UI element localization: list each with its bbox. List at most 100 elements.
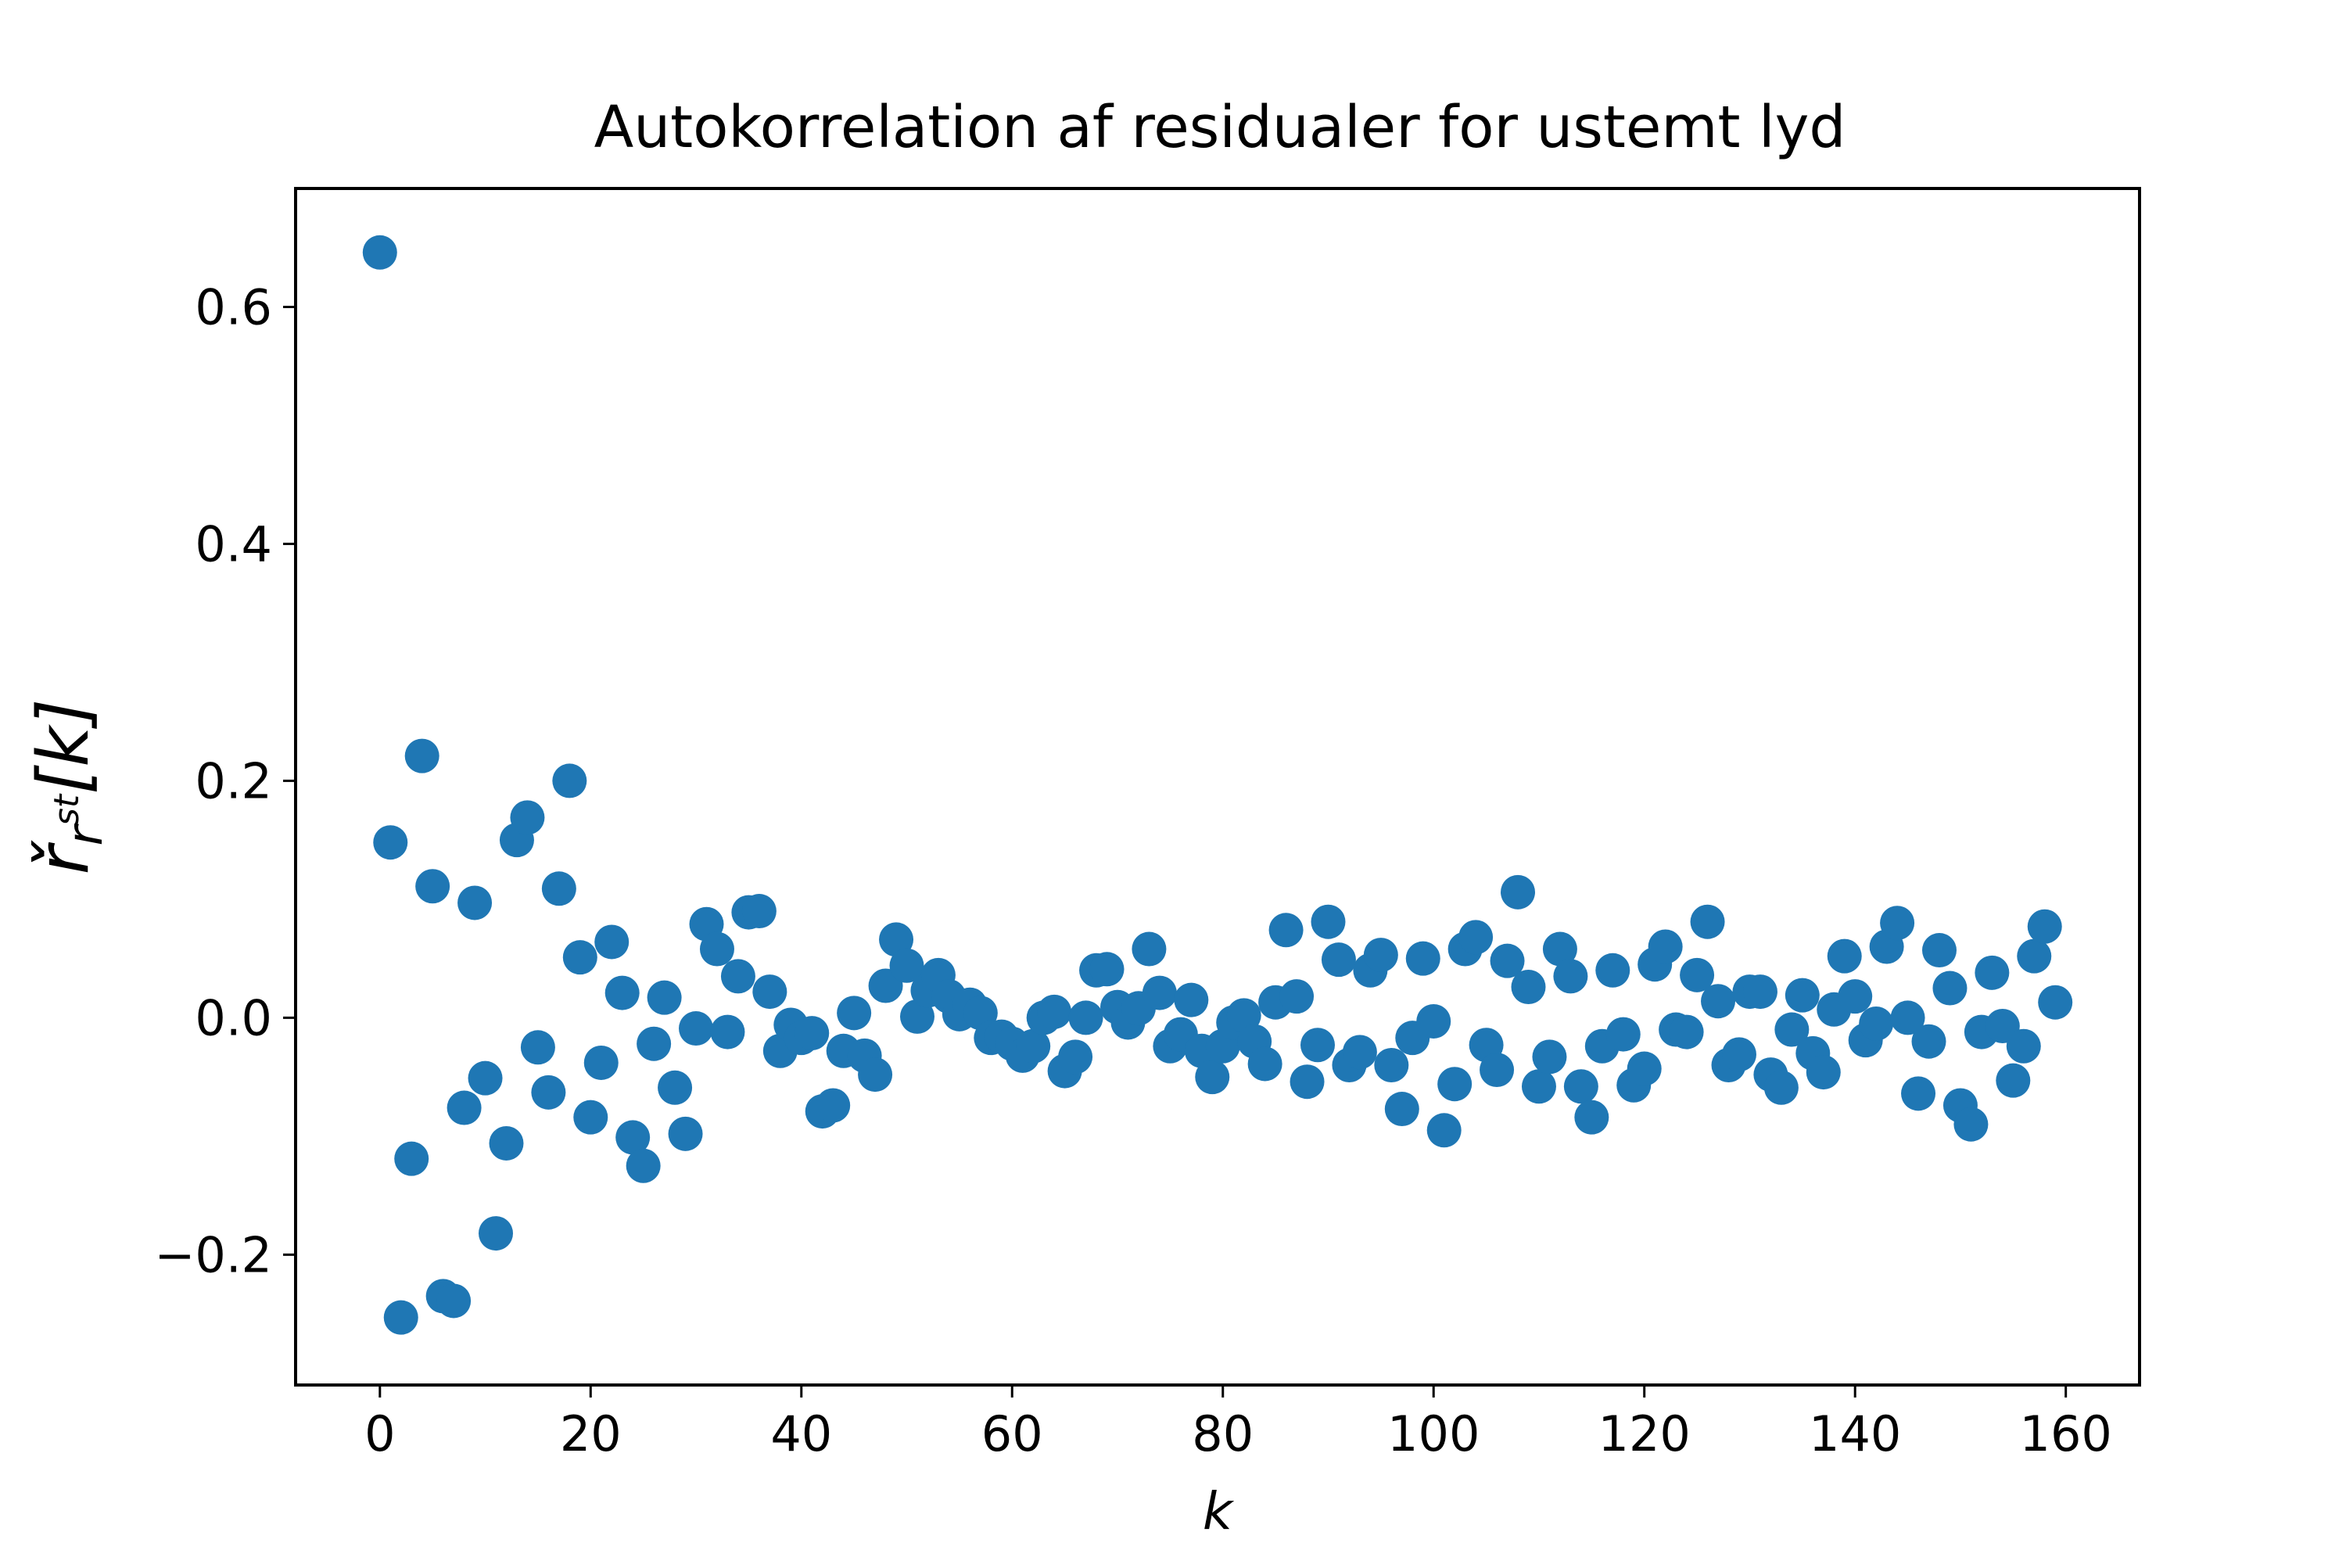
data-point	[658, 1070, 693, 1105]
data-point	[479, 1216, 514, 1251]
data-point	[1721, 1037, 1756, 1072]
x-tick-label: 80	[1192, 1405, 1254, 1462]
data-point	[1268, 913, 1304, 948]
data-point	[583, 1045, 619, 1080]
data-point	[1890, 1000, 1925, 1035]
data-point	[1806, 1055, 1841, 1090]
data-point	[531, 1075, 566, 1110]
data-point	[1174, 982, 1209, 1017]
data-points	[362, 235, 2073, 1335]
data-point	[1532, 1039, 1567, 1075]
data-point	[404, 738, 439, 773]
y-axis-label: řrst[k]	[23, 698, 113, 874]
y-label-subscript: r	[56, 823, 113, 846]
data-point	[1480, 1053, 1515, 1088]
y-tick-label: 0.6	[195, 278, 272, 335]
x-tick-label: 160	[2020, 1405, 2112, 1462]
data-point	[2017, 938, 2052, 974]
y-tick-label: 0.0	[195, 989, 272, 1046]
data-point	[1542, 931, 1577, 967]
data-point	[1068, 1000, 1103, 1035]
y-axis: −0.2 0.0 0.2 0.4 0.6	[154, 278, 296, 1283]
data-point	[1290, 1064, 1325, 1100]
data-point	[2027, 909, 2062, 944]
data-point	[1553, 959, 1588, 994]
data-point	[1838, 979, 1873, 1014]
data-point	[1279, 979, 1315, 1014]
data-point	[879, 922, 914, 957]
x-tick-label: 0	[364, 1405, 395, 1462]
data-point	[710, 1014, 745, 1050]
data-point	[1521, 1069, 1556, 1104]
x-tick-label: 100	[1387, 1405, 1480, 1462]
data-point	[1680, 957, 1715, 992]
data-point	[447, 1090, 482, 1125]
data-point	[604, 975, 640, 1010]
data-point	[520, 1030, 555, 1065]
data-point	[1511, 970, 1546, 1005]
x-tick-label: 120	[1598, 1405, 1691, 1462]
data-point	[1605, 1017, 1641, 1052]
data-point	[1226, 998, 1261, 1033]
data-point	[1247, 1046, 1282, 1082]
data-point	[1416, 1003, 1451, 1039]
data-point	[1132, 931, 1167, 967]
data-point	[1501, 874, 1536, 910]
x-axis-label: k	[1203, 1481, 1235, 1541]
data-point	[1595, 953, 1630, 988]
data-point	[457, 885, 493, 920]
data-point	[816, 1088, 851, 1123]
data-point	[1742, 974, 1777, 1010]
data-point	[552, 763, 587, 798]
data-point	[1437, 1067, 1473, 1102]
data-point	[1690, 904, 1725, 939]
data-point	[1827, 938, 1862, 974]
x-tick-label: 140	[1809, 1405, 1901, 1462]
data-point	[489, 1125, 524, 1161]
data-point	[1859, 1006, 1894, 1041]
data-point	[468, 1060, 503, 1096]
y-tick-label: 0.2	[195, 752, 272, 809]
data-point	[741, 894, 777, 929]
x-axis: 0 20 40 60 80 100 120 140 160	[364, 1385, 2112, 1462]
data-point	[1774, 1012, 1810, 1047]
data-point	[1669, 1014, 1704, 1050]
data-point	[1490, 943, 1525, 978]
data-point	[1089, 952, 1125, 987]
data-point	[1321, 942, 1356, 978]
y-tick-label: −0.2	[154, 1226, 272, 1283]
data-point	[668, 1116, 703, 1151]
y-tick-label: 0.4	[195, 515, 272, 572]
data-point	[1785, 978, 1820, 1013]
data-point	[679, 1011, 714, 1046]
data-point	[510, 800, 545, 835]
data-point	[1426, 1113, 1462, 1148]
data-point	[626, 1148, 661, 1183]
data-point	[1195, 1060, 1230, 1095]
data-point	[899, 999, 934, 1034]
chart-title: Autokorrelation af residualer for ustemt…	[594, 94, 1846, 161]
data-point	[1384, 1092, 1419, 1127]
data-point	[1363, 938, 1398, 973]
data-point	[1627, 1051, 1662, 1086]
y-label-sub-superscript: st	[47, 793, 87, 826]
data-point	[752, 974, 787, 1010]
data-point	[1374, 1047, 1409, 1082]
data-point	[1701, 984, 1736, 1019]
data-point	[1911, 1024, 1946, 1059]
data-point	[1458, 920, 1494, 955]
data-point	[637, 1026, 672, 1061]
data-point	[1342, 1035, 1377, 1070]
data-point	[1563, 1069, 1598, 1104]
data-point	[795, 1016, 830, 1051]
data-point	[647, 980, 682, 1015]
data-point	[1996, 1063, 2031, 1098]
data-point	[1574, 1100, 1609, 1135]
data-point	[837, 996, 872, 1031]
data-point	[1901, 1076, 1936, 1111]
data-point	[1300, 1028, 1336, 1063]
data-point	[1037, 994, 1072, 1029]
data-point	[1405, 941, 1440, 976]
